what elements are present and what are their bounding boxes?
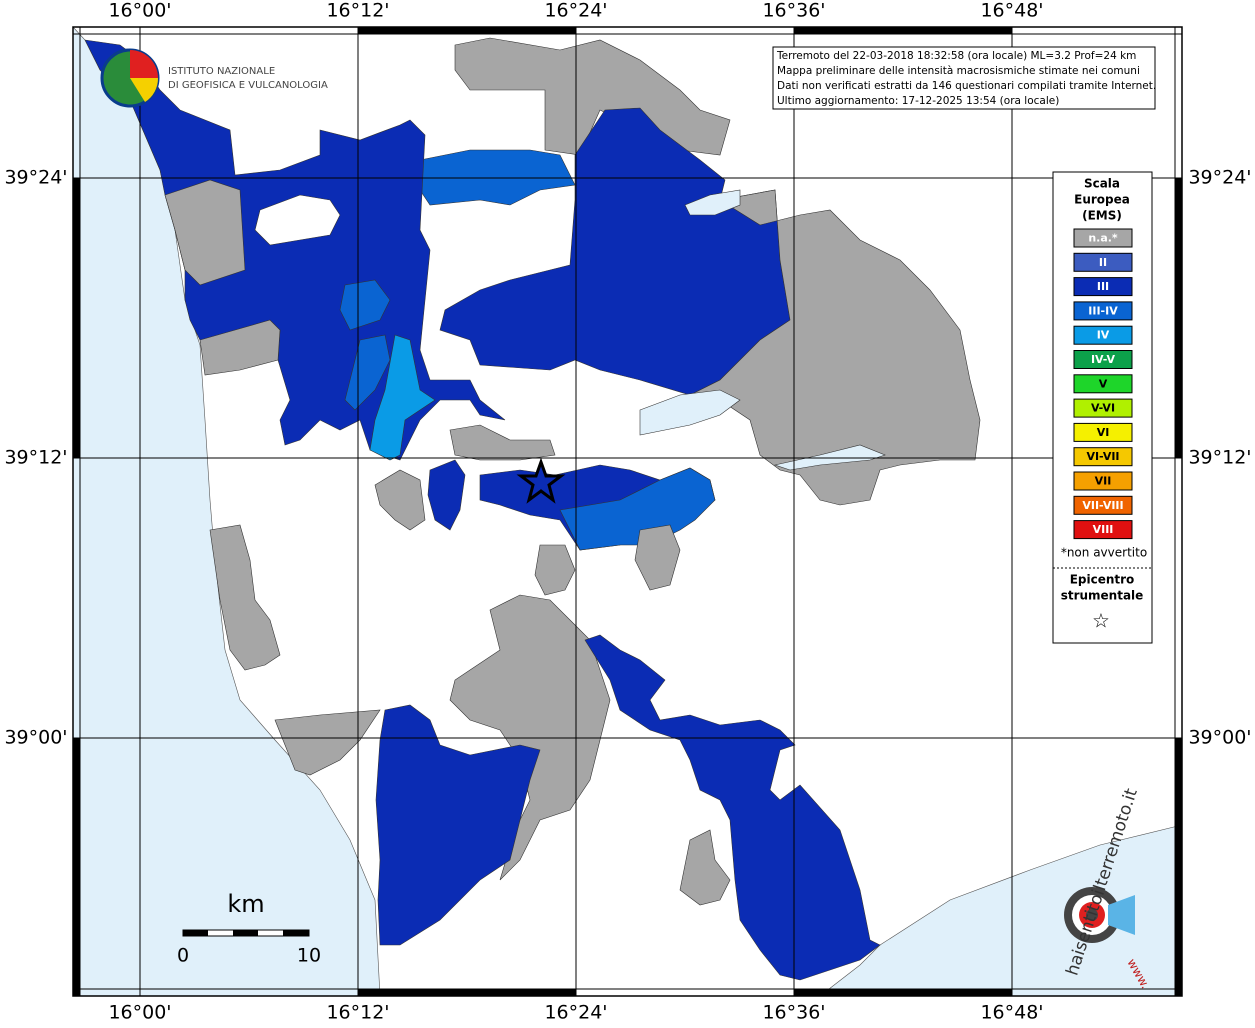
legend-label: n.a.* (1088, 232, 1118, 245)
legend-swatch (1073, 325, 1133, 345)
legend-swatch (1073, 350, 1133, 369)
lon-label: 16°36' (762, 0, 825, 22)
info-line: Terremoto del 22-03-2018 18:32:58 (ora l… (776, 50, 1136, 62)
legend-swatch (1073, 520, 1133, 540)
epicenter (516, 457, 566, 504)
lon-label: 16°36' (762, 1002, 825, 1024)
frame (72, 26, 1183, 997)
info-text: Terremoto del 22-03-2018 18:32:58 (ora l… (776, 50, 1156, 107)
lat-label: 39°24' (4, 167, 67, 189)
legend-label: II (1099, 256, 1107, 269)
legend-swatch (1073, 228, 1133, 248)
lon-label: 16°24' (544, 1002, 607, 1024)
legend-swatch (1073, 398, 1133, 418)
legend-epicenter-symbol: ☆ (1092, 609, 1110, 633)
lat-label: 39°12' (4, 447, 67, 469)
lon-label: 16°12' (326, 0, 389, 22)
lat-label: 39°12' (1188, 447, 1251, 469)
lon-label: 16°48' (980, 0, 1043, 22)
legend-label: VII (1095, 475, 1112, 488)
scale-label: 0 (177, 945, 189, 967)
municipalities (84, 37, 981, 981)
lon-label: 16°12' (326, 1002, 389, 1024)
legend-label: IV (1097, 329, 1110, 342)
legend-swatch (1073, 495, 1133, 515)
graticule (73, 27, 1182, 996)
legend-swatch (1073, 277, 1133, 297)
legend-swatch (1073, 447, 1133, 467)
legend-label: III (1097, 280, 1109, 293)
legend: ScalaEuropea(EMS)n.a.*IIIIIIII-IVIVIV-VV… (1053, 177, 1152, 633)
legend-note: *non avvertito (1061, 546, 1147, 560)
legend-label: VII-VIII (1082, 499, 1123, 512)
lon-label: 16°24' (544, 0, 607, 22)
legend-title: Scala (1084, 177, 1120, 191)
legend-label: VI-VII (1086, 450, 1119, 463)
legend-title: (EMS) (1082, 209, 1122, 223)
coordinates: 16°00' 16°00' 16°12' 16°12' 16°24' 16°24' 16°3… (4, 0, 1251, 1024)
legend-title: Europea (1074, 193, 1130, 207)
lon-label: 16°00' (108, 0, 171, 22)
legend-epicenter: Epicentro (1070, 573, 1135, 587)
ingv-logo: ISTITUTO NAZIONALE DI GEOFISICA E VULCAN… (100, 48, 328, 108)
logo-text: ISTITUTO NAZIONALE (168, 66, 275, 77)
legend-swatch (1073, 471, 1133, 491)
legend-swatch (1073, 422, 1133, 442)
lat-label: 39°00' (4, 727, 67, 749)
legend-epicenter: strumentale (1061, 589, 1144, 603)
lon-label: 16°48' (980, 1002, 1043, 1024)
scale-label: 10 (297, 945, 321, 967)
info-line: Mappa preliminare delle intensità macros… (777, 65, 1140, 77)
legend-label: III-IV (1088, 304, 1118, 317)
scale-bar: km 0 10 (177, 890, 321, 967)
logo-text: DI GEOFISICA E VULCANOLOGIA (168, 80, 328, 91)
info-box (772, 46, 1156, 110)
lat-label: 39°24' (1188, 167, 1251, 189)
legend-swatch (1073, 252, 1133, 272)
lon-label: 16°00' (108, 1002, 171, 1024)
scale-unit: km (227, 890, 264, 918)
lat-label: 39°00' (1188, 727, 1251, 749)
legend-swatch (1073, 301, 1133, 321)
info-line: Ultimo aggiornamento: 17-12-2025 13:54 (… (777, 95, 1059, 107)
info-line: Dati non verificati estratti da 146 ques… (777, 80, 1156, 92)
legend-label: VIII (1093, 523, 1114, 536)
legend-label: VI (1097, 426, 1110, 439)
legend-swatch (1073, 374, 1133, 394)
legend-label: IV-V (1091, 353, 1116, 366)
legend-label: V-VI (1091, 402, 1115, 415)
legend-label: V (1099, 377, 1108, 390)
